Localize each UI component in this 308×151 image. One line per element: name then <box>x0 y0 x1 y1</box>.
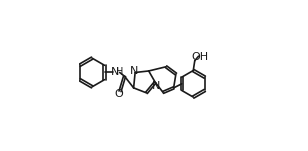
Text: O: O <box>114 89 123 99</box>
Text: H: H <box>116 67 123 77</box>
Text: OH: OH <box>191 52 208 62</box>
Text: N: N <box>152 81 160 91</box>
Text: N: N <box>111 67 120 77</box>
Text: N: N <box>129 66 138 76</box>
